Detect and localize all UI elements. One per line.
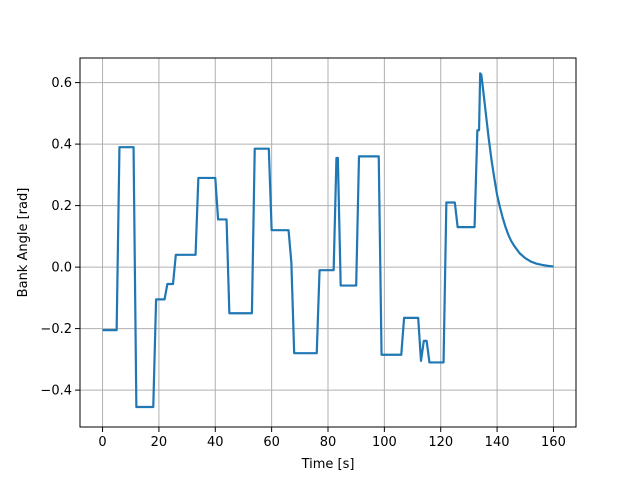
x-tick-label: 60 [263, 435, 280, 450]
y-tick-label: −0.4 [40, 384, 72, 399]
x-tick-label: 20 [151, 435, 168, 450]
y-tick-label: 0.2 [51, 199, 72, 214]
bank-angle-series-line [102, 72, 554, 409]
y-tick-label: −0.2 [40, 322, 72, 337]
y-tick-label: 0.4 [51, 138, 72, 153]
series-layer [102, 72, 554, 409]
tick-layer: 0 20 40 60 80 100 120 140 160 −0.4 −0.2 0.0 0.2 0.4 0.… [40, 76, 565, 450]
x-tick-label: 40 [207, 435, 224, 450]
x-tick-label: 0 [98, 435, 106, 450]
y-tick-label: 0.6 [51, 76, 72, 91]
x-tick-label: 100 [372, 435, 397, 450]
x-tick-label: 120 [428, 435, 453, 450]
grid-layer [80, 58, 576, 427]
x-tick-label: 80 [320, 435, 337, 450]
x-axis-label: Time [s] [301, 457, 355, 472]
x-tick-label: 160 [541, 435, 566, 450]
y-tick-label: 0.0 [51, 261, 72, 276]
x-tick-label: 140 [485, 435, 510, 450]
y-axis-label: Bank Angle [rad] [16, 188, 31, 298]
